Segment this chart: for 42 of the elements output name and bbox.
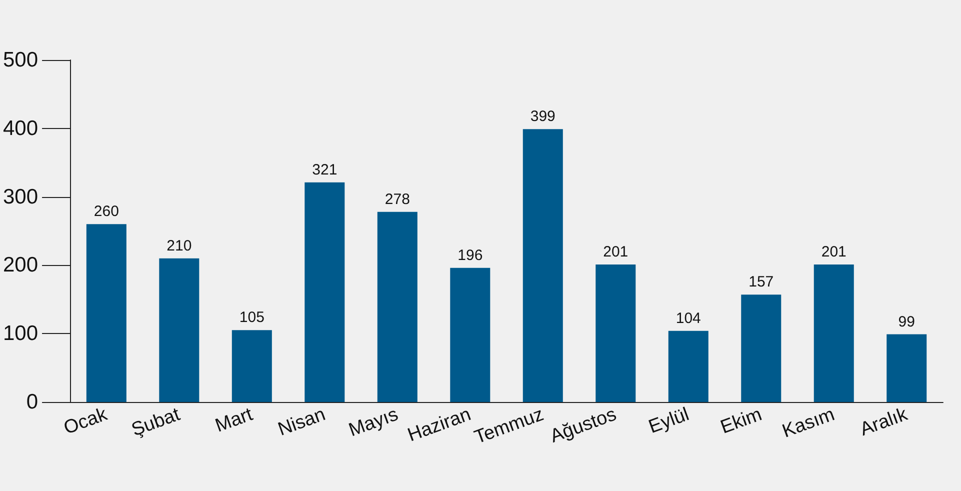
data-label: 260 [94,203,119,220]
bar [304,182,345,402]
data-label: 201 [603,244,628,261]
y-tick-label: 200 [2,254,38,277]
x-tick-label: Mart [212,404,256,437]
x-tick-label: Ağustos [548,404,620,448]
x-tick-label: Temmuz [472,404,546,448]
data-label: 201 [821,244,846,261]
x-tick-label: Ocak [61,404,110,440]
bar [450,268,490,402]
data-label: 196 [458,246,483,264]
x-tick-label: Kasım [780,404,838,442]
data-label: 399 [530,108,556,126]
x-tick-label: Eylül [646,404,692,438]
x-tick-label: Şubat [128,404,184,441]
data-label: 105 [239,309,264,326]
y-tick-label: 400 [2,116,38,140]
y-tick-label: 0 [26,390,38,414]
x-tick-label: Haziran [405,404,474,446]
data-label: 104 [676,310,701,327]
bar [522,129,563,402]
data-label: 321 [312,161,338,178]
x-tick-label: Aralık [857,404,911,440]
y-tick-label: 300 [2,185,38,208]
x-tick-label: Mayıs [346,404,401,442]
bar [86,224,126,402]
data-label: 157 [748,274,774,291]
data-label: 278 [384,190,410,208]
bar [159,258,200,402]
bar [232,330,272,402]
x-tick-label: Ekim [718,404,765,438]
bar [377,212,418,402]
y-tick-label: 500 [2,48,38,72]
bar [668,330,708,402]
y-tick-label: 100 [2,322,38,346]
bar [741,294,782,402]
bar [596,264,636,402]
bar [814,264,854,402]
x-tick-label: Nisan [275,404,328,440]
data-label: 99 [898,313,915,330]
data-label: 210 [166,237,192,254]
bar [886,334,927,402]
